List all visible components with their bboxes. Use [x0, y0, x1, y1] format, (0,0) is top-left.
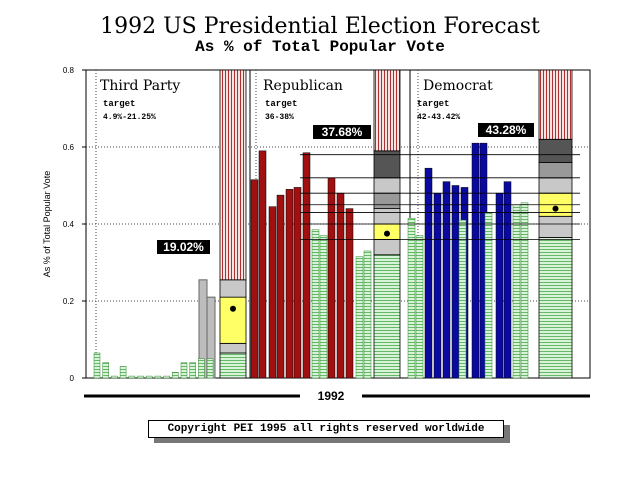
green-bar	[512, 204, 521, 379]
forecast-band-segment	[373, 177, 401, 194]
panel-name: Republican	[263, 78, 343, 94]
candidate-bar	[327, 177, 336, 379]
y-tick-label: 0.6	[63, 143, 75, 152]
target-range: 36-38%	[265, 113, 294, 122]
x-axis-label: 1992	[318, 389, 345, 403]
target-label: target	[265, 99, 297, 109]
green-bar	[145, 375, 153, 379]
candidate-bar	[293, 187, 302, 379]
green-bar	[319, 235, 328, 379]
candidate-bar	[495, 192, 504, 379]
forecast-band-segment	[373, 192, 401, 209]
green-bar	[415, 235, 424, 379]
candidate-bar	[268, 206, 277, 379]
candidate-bar	[302, 152, 311, 379]
candidate-bar	[336, 192, 345, 379]
forecast-value-box	[313, 125, 371, 139]
candidate-bar	[451, 185, 460, 379]
green-bar	[154, 375, 162, 379]
forecast-band-segment	[219, 69, 247, 281]
green-bar	[93, 352, 101, 379]
forecast-band-segment	[538, 69, 573, 140]
candidate-bar	[433, 192, 442, 379]
forecast-band-segment	[373, 254, 401, 379]
green-bar	[111, 375, 118, 379]
green-bar	[484, 212, 493, 379]
forecast-band-segment	[219, 352, 247, 379]
forecast-point	[230, 305, 236, 312]
y-tick-label: 0.4	[63, 220, 75, 229]
green-bar	[102, 362, 109, 379]
green-bar	[189, 362, 196, 379]
candidate-bar	[424, 167, 433, 379]
chart-title: 1992 US Presidential Election Forecast	[100, 14, 540, 39]
forecast-value-text: 19.02%	[163, 240, 204, 254]
forecast-band-segment	[538, 177, 573, 194]
y-tick-label: 0.2	[63, 297, 75, 306]
green-bar	[172, 371, 179, 379]
forecast-point	[384, 230, 390, 237]
candidate-bar	[471, 142, 480, 379]
forecast-band-segment	[373, 238, 401, 256]
green-bar	[355, 256, 364, 379]
forecast-band-segment	[538, 161, 573, 179]
panel-name: Democrat	[423, 78, 493, 94]
forecast-band-segment	[373, 208, 401, 225]
green-bar	[407, 217, 416, 379]
forecast-point	[552, 205, 559, 212]
candidate-bar	[250, 179, 259, 379]
target-label: target	[103, 99, 135, 109]
target-label: target	[417, 99, 449, 109]
candidate-bar	[258, 150, 267, 379]
candidate-bar	[345, 208, 354, 379]
y-tick-label: 0.8	[63, 66, 75, 75]
panel-name: Third Party	[100, 78, 180, 94]
forecast-band-segment	[538, 215, 573, 238]
forecast-band-segment	[219, 342, 247, 354]
green-bar	[311, 229, 320, 379]
copyright-notice: Copyright PEI 1995 all rights reserved w…	[148, 420, 504, 438]
forecast-band-segment	[219, 296, 247, 344]
target-range: 42-43.42%	[417, 113, 460, 122]
green-bar	[137, 375, 144, 379]
green-bar	[198, 358, 205, 379]
green-bar	[119, 366, 127, 379]
chart-subtitle: As % of Total Popular Vote	[195, 38, 445, 56]
forecast-value-box	[157, 240, 210, 254]
y-tick-label: 0	[70, 374, 75, 383]
forecast-value-label: 43.28%	[478, 123, 534, 137]
candidate-bar	[503, 181, 512, 379]
candidate-bar	[442, 181, 451, 379]
candidate-bar	[285, 189, 294, 379]
forecast-band-segment	[219, 279, 247, 298]
forecast-band-segment	[538, 138, 573, 163]
green-bar	[206, 358, 214, 379]
forecast-value-box	[478, 123, 534, 137]
forecast-value-text: 43.28%	[486, 123, 527, 137]
green-bar	[128, 375, 136, 379]
green-bar	[163, 375, 170, 379]
y-axis-label: As % of Total Popular Vote	[42, 171, 52, 277]
forecast-band-segment	[373, 69, 401, 152]
green-bar	[363, 250, 372, 379]
forecast-value-label: 19.02%	[157, 240, 210, 254]
forecast-value-text: 37.68%	[322, 125, 363, 139]
candidate-bar	[276, 194, 285, 379]
green-bar	[520, 202, 529, 379]
green-bar	[458, 219, 467, 379]
forecast-band-segment	[538, 237, 573, 379]
forecast-value-label: 37.68%	[313, 125, 371, 139]
green-bar	[180, 362, 188, 379]
target-range: 4.9%-21.25%	[103, 113, 156, 122]
